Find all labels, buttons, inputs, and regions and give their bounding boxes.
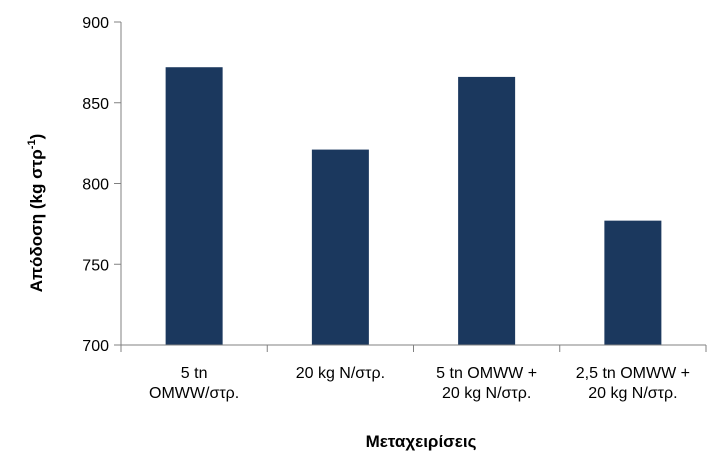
- y-tick-label: 800: [82, 177, 109, 194]
- x-axis-title: Μεταχειρίσεις: [366, 432, 477, 451]
- bars: [165, 67, 662, 345]
- category-label: 5 tn OMWW/στρ.: [149, 365, 239, 402]
- y-axis-title-superscript: -1: [26, 139, 38, 149]
- x-axis-category-labels: 5 tn OMWW/στρ. 20 kg N/στρ. 5 tn OMWW +20 k…: [149, 365, 690, 402]
- bar-1: [165, 67, 223, 345]
- bar-3: [458, 76, 516, 345]
- y-axis-tick-labels: 700 750 800 850 900: [82, 15, 109, 355]
- y-tick-label: 850: [82, 96, 109, 113]
- y-tick-label: 750: [82, 257, 109, 274]
- y-tick-label: 900: [82, 15, 109, 32]
- category-label: 20 kg N/στρ.: [296, 365, 385, 382]
- bar-2: [311, 149, 369, 345]
- bar-4: [604, 220, 662, 345]
- category-label: 2,5 tn OMWW +20 kg N/στρ.: [576, 365, 690, 402]
- y-axis-title-main: Απόδοση (kg στρ: [27, 149, 46, 292]
- y-axis-ticks: [114, 21, 707, 352]
- y-tick-label: 700: [82, 338, 109, 355]
- y-axis-title-close: ): [27, 134, 46, 140]
- category-label: 5 tn OMWW +20 kg N/στρ.: [436, 365, 537, 402]
- y-axis-title: Απόδοση (kg στρ-1): [26, 134, 46, 293]
